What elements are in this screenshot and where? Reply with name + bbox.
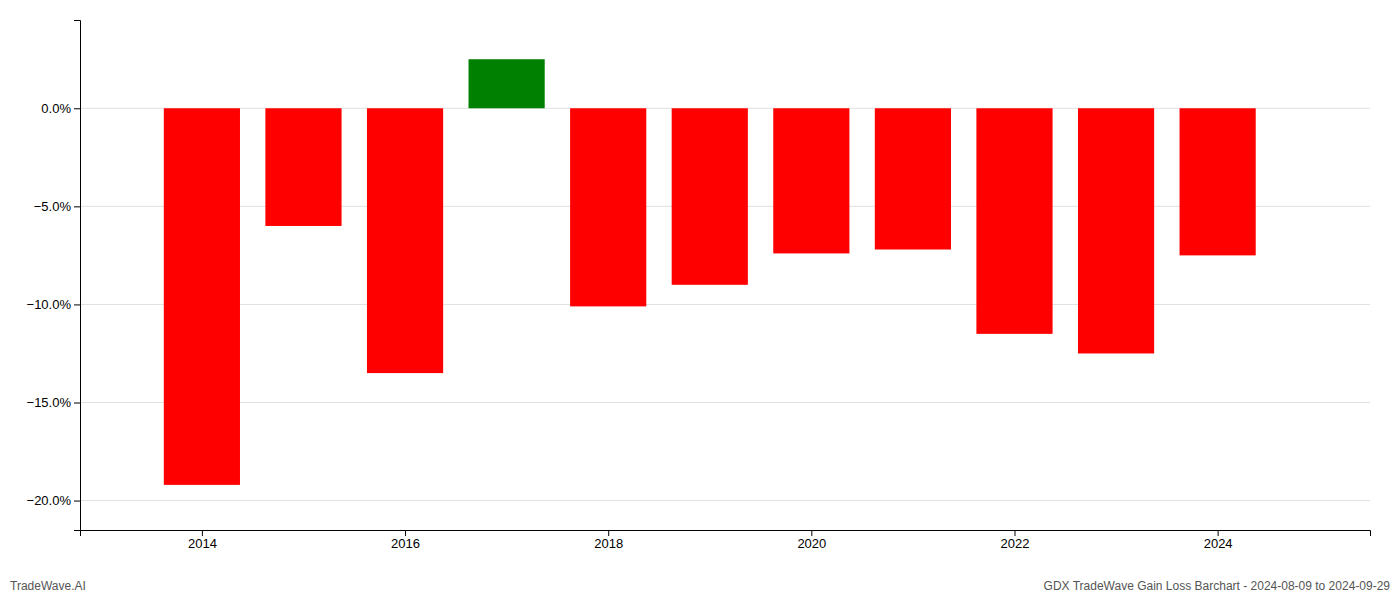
tick: −20.0% <box>27 493 80 508</box>
tick-mark <box>811 530 812 536</box>
tick: 2014 <box>188 530 217 551</box>
x-axis: 2014 2016 2018 2020 2022 2024 <box>81 530 1371 551</box>
tick-label: 2014 <box>188 536 217 551</box>
bar <box>672 108 748 285</box>
bar <box>164 108 240 485</box>
tick-label: 2018 <box>594 536 623 551</box>
tick-label: −10.0% <box>27 297 72 312</box>
bar <box>570 108 646 306</box>
bars <box>164 59 1256 485</box>
grid-line <box>80 500 1370 501</box>
tick: 2022 <box>1001 530 1030 551</box>
tick-mark <box>202 530 203 536</box>
tick-label: 2024 <box>1204 536 1233 551</box>
bar <box>976 108 1052 334</box>
tick-mark <box>74 403 80 404</box>
axis-line <box>81 531 1371 537</box>
axis-line <box>74 21 81 531</box>
bar <box>265 108 341 226</box>
bar <box>1078 108 1154 353</box>
tick-label: −20.0% <box>27 493 72 508</box>
grid-line <box>80 402 1370 403</box>
chart: 0.0%−5.0%−10.0%−15.0%−20.0%2014201620182… <box>0 0 1400 600</box>
tick: −15.0% <box>27 395 80 410</box>
tick: 2016 <box>391 530 420 551</box>
tick-mark <box>1218 530 1219 536</box>
tick-mark <box>608 530 609 536</box>
tick-mark <box>74 304 80 305</box>
tick-label: −5.0% <box>34 199 72 214</box>
tick-mark <box>1014 530 1015 536</box>
footer-left: TradeWave.AI <box>10 579 86 593</box>
footer-right: GDX TradeWave Gain Loss Barchart - 2024-… <box>1044 579 1391 593</box>
tick-mark <box>405 530 406 536</box>
bar <box>875 108 951 249</box>
tick: 2020 <box>797 530 826 551</box>
tick-label: −15.0% <box>27 395 72 410</box>
tick-label: 2016 <box>391 536 420 551</box>
bar <box>1180 108 1256 255</box>
tick: 2024 <box>1204 530 1233 551</box>
tick-label: 0.0% <box>41 101 71 116</box>
tick: 0.0% <box>41 101 80 116</box>
tick: −5.0% <box>34 199 80 214</box>
grid <box>80 108 1370 500</box>
tick-mark <box>74 206 80 207</box>
tick: −10.0% <box>27 297 80 312</box>
bar <box>773 108 849 253</box>
tick-mark <box>74 108 80 109</box>
tick: 2018 <box>594 530 623 551</box>
grid-line <box>80 304 1370 305</box>
tick-label: 2020 <box>797 536 826 551</box>
bar <box>367 108 443 373</box>
tick-mark <box>74 501 80 502</box>
y-axis: 0.0% −5.0% −10.0% −15.0% −20.0% <box>27 21 81 531</box>
bar <box>469 59 545 108</box>
tick-label: 2022 <box>1001 536 1030 551</box>
